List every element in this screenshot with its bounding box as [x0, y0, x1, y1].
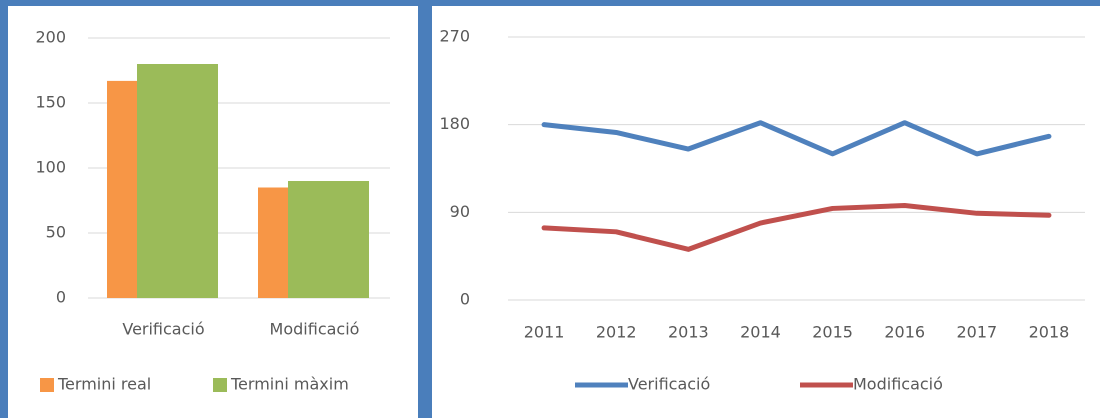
bar: [137, 64, 218, 298]
line: [541, 203, 1052, 252]
y-tick-label: 100: [35, 158, 66, 177]
x-tick-label: 2014: [740, 323, 781, 342]
y-tick-label: 200: [35, 28, 66, 47]
y-tick-label: 150: [35, 93, 66, 112]
x-tick-label: 2011: [524, 323, 565, 342]
bar: [258, 187, 288, 298]
y-tick-label: 50: [46, 223, 66, 242]
x-tick-label: Modificació: [270, 320, 360, 339]
bar: [107, 80, 137, 299]
line: [541, 120, 1052, 157]
legend-label: Modificació: [853, 375, 943, 394]
x-tick-label: 2015: [812, 323, 853, 342]
x-tick-label: 2016: [884, 323, 925, 342]
x-tick-label: 2012: [596, 323, 637, 342]
x-tick-label: 2017: [956, 323, 997, 342]
legend-label: Termini real: [57, 375, 151, 394]
x-tick-label: Verificació: [122, 320, 204, 339]
y-tick-label: 0: [56, 288, 66, 307]
y-tick-label: 270: [439, 27, 470, 46]
x-tick-label: 2018: [1029, 323, 1070, 342]
legend-swatch: [40, 378, 54, 392]
y-tick-label: 90: [450, 202, 470, 221]
x-tick-label: 2013: [668, 323, 709, 342]
legend-label: Termini màxim: [230, 375, 349, 394]
legend-label: Verificació: [628, 375, 710, 394]
y-tick-label: 180: [439, 114, 470, 133]
bar: [288, 181, 369, 298]
legend-swatch: [213, 378, 227, 392]
y-tick-label: 0: [460, 290, 470, 309]
